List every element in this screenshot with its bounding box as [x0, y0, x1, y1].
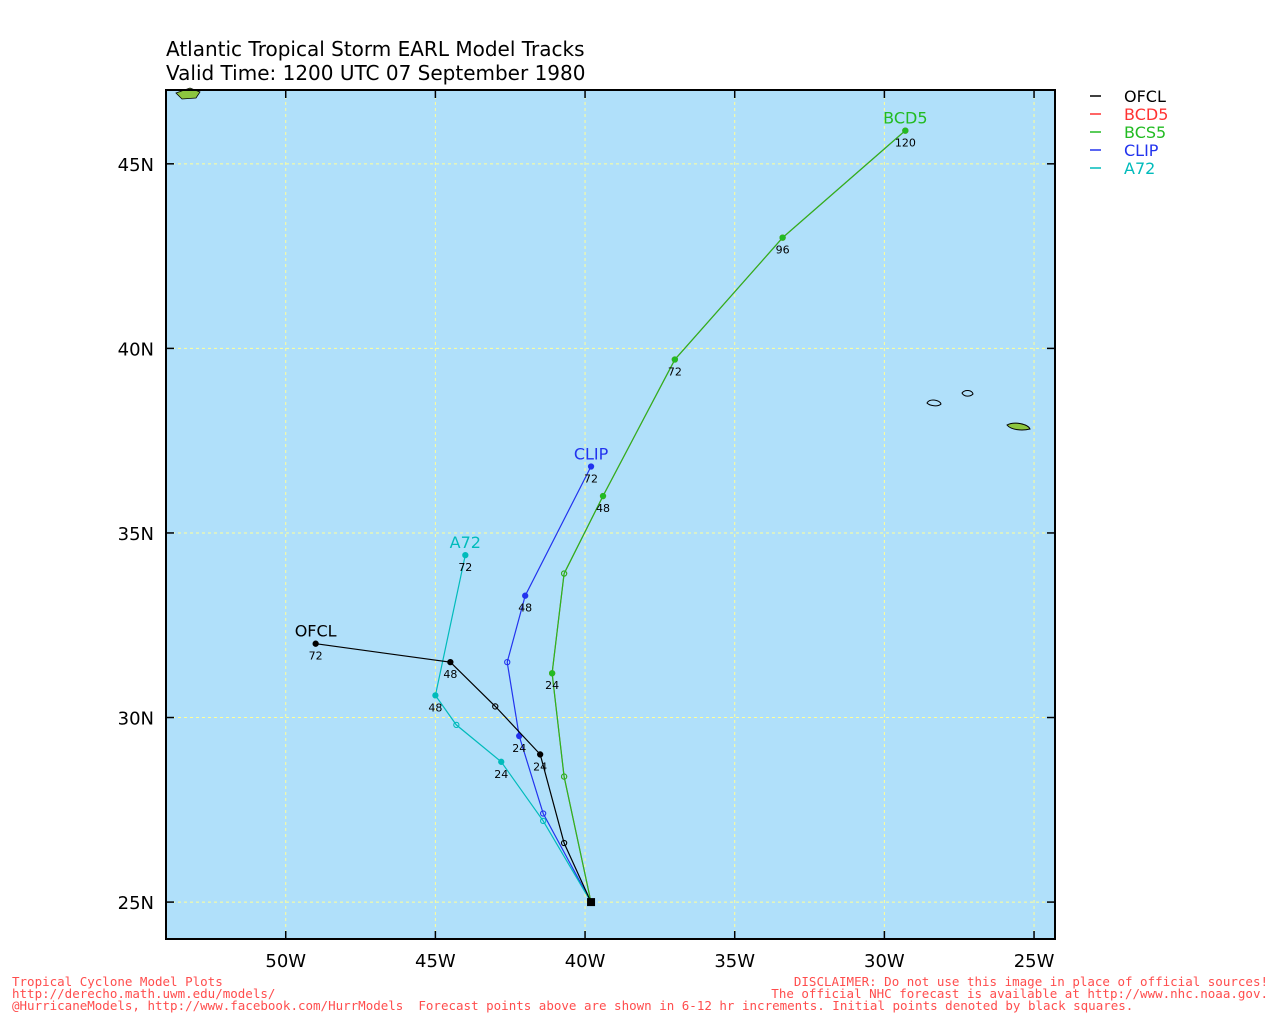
- forecast-point: [432, 692, 439, 699]
- forecast-point: [779, 234, 786, 241]
- forecast-hour-label: 24: [533, 760, 547, 773]
- legend-label: BCS5: [1124, 123, 1166, 142]
- land-azores-west: [926, 399, 942, 407]
- forecast-point: [453, 721, 460, 729]
- footer-right-line1: DISCLAIMER: Do not use this image in pla…: [793, 974, 1268, 989]
- forecast-point: [599, 492, 607, 500]
- track-line: [506, 466, 592, 903]
- legend-label: CLIP: [1124, 141, 1159, 160]
- initial-point-marker: [587, 898, 596, 907]
- x-tick-label: 40W: [565, 951, 606, 972]
- forecast-point: [492, 703, 499, 710]
- forecast-hour-label: 48: [518, 602, 532, 615]
- y-tick-label: 35N: [118, 524, 154, 545]
- track-line: [315, 643, 592, 903]
- forecast-hour-label: 48: [443, 668, 457, 681]
- forecast-hour-label: 72: [309, 650, 323, 663]
- chart-title-line2: Valid Time: 1200 UTC 07 September 1980: [166, 61, 585, 85]
- footer-left-line2: http://derecho.math.uwm.edu/models/: [12, 986, 276, 1001]
- forecast-hour-label: 48: [596, 502, 610, 515]
- land-azores-east: [1006, 422, 1031, 431]
- track-a72: 24 48 72 A72: [428, 533, 592, 903]
- forecast-point: [560, 570, 568, 577]
- footer-left-line1: Tropical Cyclone Model Plots: [12, 974, 223, 989]
- map-axes: 50W 45W 40W 35W 30W 25W 25N 30N 35N 40N 45N: [118, 90, 1055, 972]
- forecast-hour-label: 24: [545, 679, 559, 692]
- forecast-hour-label: 24: [494, 768, 508, 781]
- y-tick-label: 40N: [118, 339, 154, 360]
- x-tick-label: 45W: [415, 951, 456, 972]
- forecast-point: [447, 659, 454, 666]
- track-end-label: CLIP: [574, 445, 609, 464]
- forecast-point: [522, 592, 529, 599]
- footer-disclaimer: DISCLAIMER: Do not use this image in pla…: [771, 974, 1268, 1001]
- x-tick-label: 25W: [1014, 951, 1055, 972]
- track-end-label: A72: [450, 533, 481, 552]
- forecast-hour-label: 72: [458, 561, 472, 574]
- forecast-hour-label: 96: [776, 244, 790, 257]
- ocean-background: [166, 90, 1055, 939]
- track-end-label: BCD5: [883, 109, 927, 128]
- forecast-point: [540, 817, 547, 825]
- land-azores-central: [961, 390, 974, 397]
- map-frame: [165, 89, 1056, 940]
- forecast-point: [548, 670, 556, 677]
- y-tick-label: 45N: [118, 155, 154, 176]
- track-bcs5: 24 48 72 96 120 BCD5: [545, 109, 928, 903]
- chart-title-line1: Atlantic Tropical Storm EARL Model Track…: [166, 37, 585, 61]
- forecast-hour-label: 72: [668, 365, 682, 378]
- y-tick-label: 25N: [118, 893, 154, 914]
- forecast-hour-label: 24: [512, 742, 526, 755]
- footer-credits: Tropical Cyclone Model Plots http://derec…: [12, 974, 1134, 1013]
- forecast-point: [462, 551, 469, 559]
- legend-label: A72: [1124, 159, 1155, 178]
- track-ofcl: 24 48 72 OFCL: [295, 622, 592, 903]
- forecast-point: [537, 751, 544, 758]
- footer-right-line2: The official NHC forecast is available a…: [771, 986, 1268, 1001]
- model-tracks: 24 48 72 96 120 BCD5 24 48 72 CLIP 24 48 72 A72 24 48 72…: [295, 109, 928, 907]
- forecast-point: [504, 659, 511, 666]
- x-tick-label: 30W: [864, 951, 905, 972]
- forecast-point: [540, 810, 547, 817]
- forecast-point: [516, 732, 523, 740]
- forecast-point: [560, 773, 568, 780]
- lat-lon-grid: [166, 90, 1055, 939]
- track-line: [434, 554, 592, 903]
- forecast-hour-label: 120: [895, 137, 916, 150]
- forecast-hour-label: 72: [584, 473, 598, 486]
- footer-left-line3: @HurricaneModels, http://www.facebook.co…: [12, 998, 1134, 1013]
- forecast-point: [560, 839, 568, 847]
- forecast-point: [587, 463, 595, 470]
- forecast-point: [902, 127, 909, 134]
- legend-label: BCD5: [1124, 105, 1168, 124]
- track-line: [551, 130, 906, 903]
- track-end-label: OFCL: [295, 622, 337, 641]
- legend-label: OFCL: [1124, 87, 1166, 106]
- x-tick-label: 50W: [265, 951, 306, 972]
- forecast-hour-label: 48: [428, 701, 442, 714]
- forecast-point: [671, 356, 679, 363]
- track-clip: 24 48 72 CLIP: [504, 445, 609, 903]
- forecast-point: [312, 640, 319, 647]
- y-tick-label: 30N: [118, 709, 154, 730]
- forecast-point: [498, 758, 505, 765]
- x-tick-label: 35W: [714, 951, 755, 972]
